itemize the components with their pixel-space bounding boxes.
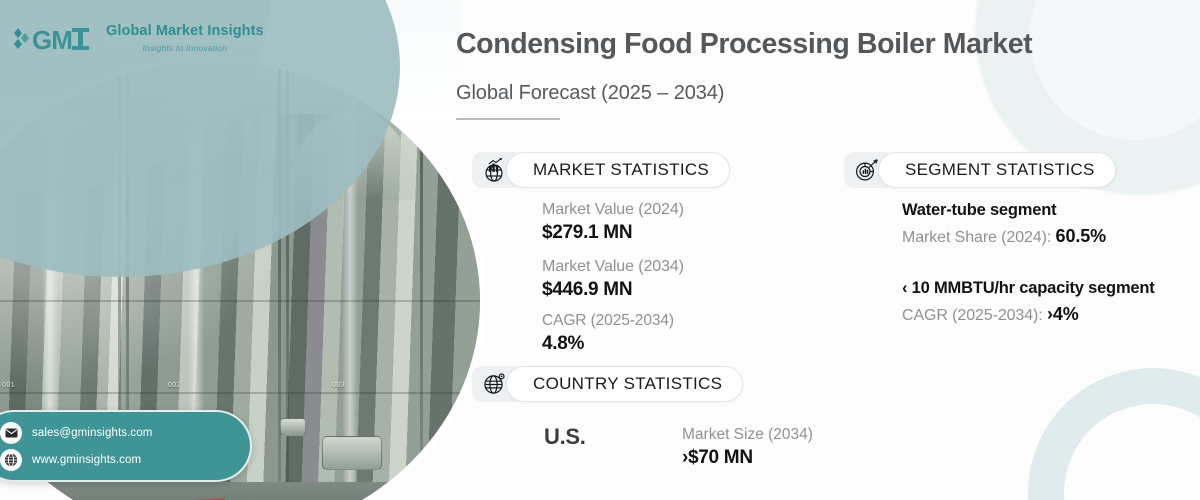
country-statistics-chip[interactable]: COUNTRY STATISTICS (472, 366, 744, 402)
segment-2-metric: CAGR (2025-2034): ›4% (902, 301, 1155, 328)
hero-photo: 001 002 003 (0, 0, 480, 500)
content-panel: Condensing Food Processing Boiler Market… (452, 0, 1200, 500)
tank-valve (280, 418, 306, 436)
page-subtitle: Global Forecast (2025 – 2034) (456, 82, 725, 104)
contact-website-row[interactable]: www.gminsights.com (0, 448, 236, 471)
brand-divider (106, 41, 264, 42)
photo-floor (0, 482, 480, 500)
market-statistics-rows: Market Value (2024) $279.1 MN Market Val… (542, 198, 684, 357)
country-name-block: U.S. (544, 424, 586, 450)
brand-tagline: Insights to Innovation (142, 43, 228, 53)
tank-id-label: 002 (168, 382, 182, 389)
contact-email: sales@gminsights.com (32, 426, 153, 439)
market-statistics-chip[interactable]: MARKET STATISTICS (472, 152, 731, 188)
segment-statistics-rows: Water-tube segment Market Share (2024): … (902, 198, 1155, 328)
segment-1-metric-label: Market Share (2024): (902, 228, 1052, 246)
tank-seam (126, 62, 129, 500)
market-value-2024-label: Market Value (2024) (542, 201, 684, 218)
segment-2-metric-value: ›4% (1046, 303, 1079, 324)
globe-pin-icon (472, 366, 516, 402)
gmi-diamond-logo-icon: GM (14, 25, 89, 54)
segment-1-metric-value: 60.5% (1055, 225, 1107, 246)
country-market-size-value: ›$70 MN (682, 447, 753, 468)
brand-logo-text: Global Market Insights Insights to Innov… (106, 22, 264, 53)
tank-seam (118, 62, 121, 500)
contact-website: www.gminsights.com (32, 453, 142, 466)
tank-seam (420, 62, 423, 500)
envelope-icon (0, 421, 22, 444)
title-divider (456, 118, 560, 120)
market-value-2024-value: $279.1 MN (542, 222, 633, 244)
country-market-size-label: Market Size (2034) (682, 426, 813, 443)
market-cagr-value: 4.8% (542, 333, 585, 355)
segment-statistics-heading: SEGMENT STATISTICS (878, 152, 1116, 188)
segment-2-name: ‹ 10 MMBTU/hr capacity segment (902, 278, 1155, 297)
market-cagr-label: CAGR (2025-2034) (542, 311, 674, 329)
market-value-2034-value: $446.9 MN (542, 279, 633, 301)
tank-id-label: 003 (332, 382, 346, 389)
segment-statistics-chip[interactable]: SEGMENT STATISTICS (844, 152, 1116, 188)
country-value-block: Market Size (2034) ›$70 MN (682, 426, 813, 469)
contact-pill: sales@gminsights.com www.gminsights.com (0, 410, 252, 482)
contact-email-row[interactable]: sales@gminsights.com (0, 421, 236, 444)
market-statistics-heading: MARKET STATISTICS (506, 152, 731, 188)
tank-band (0, 300, 480, 302)
segment-1-name: Water-tube segment (902, 201, 1057, 219)
segment-2-metric-label: CAGR (2025-2034): (902, 306, 1043, 324)
globe-icon (0, 448, 22, 471)
tank-seam (286, 62, 289, 500)
tank-seam (278, 62, 281, 500)
brand-logo[interactable]: GM Global Market Insights Insights to In… (12, 22, 264, 54)
tank-band (0, 392, 480, 394)
tank-id-label: 001 (2, 382, 16, 389)
svg-text:GM: GM (32, 25, 72, 54)
tank-highlight (342, 90, 358, 493)
segment-1-metric: Market Share (2024): 60.5% (902, 223, 1155, 250)
brand-name: Global Market Insights (106, 22, 264, 39)
country-name: U.S. (544, 424, 586, 449)
market-value-2034-label: Market Value (2034) (542, 257, 684, 275)
page-title: Condensing Food Processing Boiler Market (456, 28, 1033, 60)
tank-hatch (322, 436, 382, 470)
country-statistics-heading: COUNTRY STATISTICS (506, 366, 744, 402)
